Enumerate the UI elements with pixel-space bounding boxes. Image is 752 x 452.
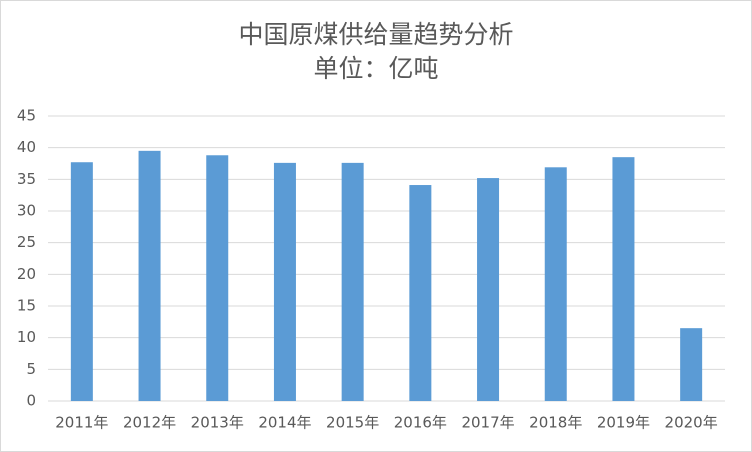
bar — [680, 328, 703, 401]
x-tick-label: 2011年 — [55, 414, 108, 432]
x-tick-label: 2013年 — [191, 414, 244, 432]
y-tick-label: 45 — [17, 107, 36, 125]
x-tick-label: 2012年 — [123, 414, 176, 432]
y-tick-label: 30 — [17, 202, 36, 220]
bar — [206, 155, 229, 401]
bar — [612, 157, 635, 401]
y-tick-label: 25 — [17, 233, 36, 251]
x-tick-label: 2014年 — [258, 414, 311, 432]
y-tick-label: 20 — [17, 265, 36, 283]
x-tick-label: 2020年 — [665, 414, 718, 432]
y-tick-label: 15 — [17, 297, 36, 315]
bar — [544, 167, 567, 401]
bar — [341, 162, 364, 401]
x-tick-label: 2015年 — [326, 414, 379, 432]
y-tick-label: 35 — [17, 170, 36, 188]
x-tick-label: 2019年 — [597, 414, 650, 432]
bar — [273, 162, 296, 401]
y-tick-label: 5 — [26, 360, 36, 378]
bar — [409, 185, 432, 401]
bar — [477, 178, 500, 401]
x-tick-label: 2016年 — [394, 414, 447, 432]
bar — [70, 162, 93, 401]
x-tick-label: 2018年 — [529, 414, 582, 432]
chart-title: 中国原煤供给量趋势分析 — [238, 20, 513, 49]
y-tick-label: 10 — [17, 328, 36, 346]
chart-subtitle: 单位：亿吨 — [313, 54, 438, 83]
bar — [138, 150, 161, 401]
y-tick-label: 40 — [17, 138, 36, 156]
y-tick-label: 0 — [26, 392, 36, 410]
x-tick-label: 2017年 — [461, 414, 514, 432]
